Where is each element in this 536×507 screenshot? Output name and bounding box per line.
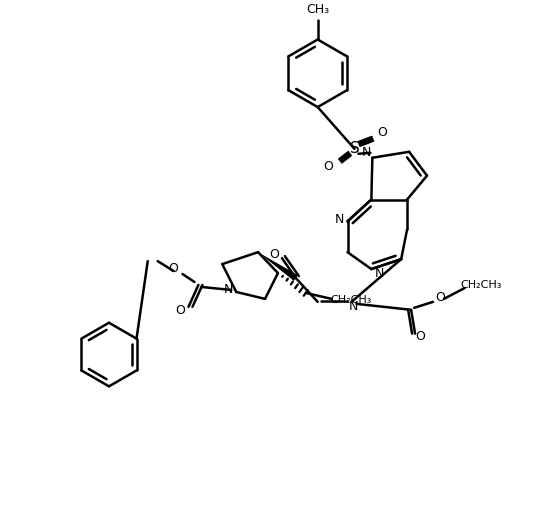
Text: N: N [224,283,233,297]
Text: S: S [349,141,359,156]
Text: O: O [269,247,279,261]
Text: CH₂CH₃: CH₂CH₃ [331,295,372,305]
Text: N: N [375,267,384,279]
Text: N: N [349,300,358,313]
Text: CH₂CH₃: CH₂CH₃ [460,280,501,290]
Text: O: O [176,304,185,317]
Text: CH₃: CH₃ [306,3,329,16]
Text: O: O [377,126,387,139]
Text: O: O [169,262,178,275]
Text: N: N [335,213,344,226]
Text: O: O [324,160,333,173]
Text: N: N [362,147,371,159]
Text: O: O [435,292,445,304]
Text: O: O [415,330,425,343]
Polygon shape [258,252,298,281]
